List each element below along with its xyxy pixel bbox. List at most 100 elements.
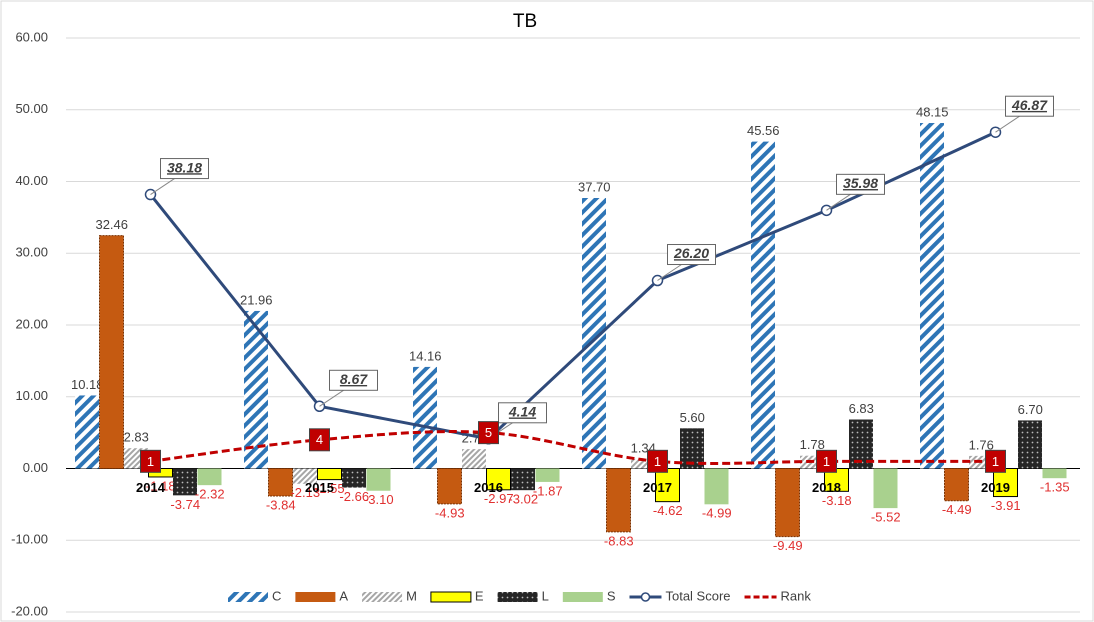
data-label: -2.66 [339,489,369,504]
legend-swatch [228,592,268,602]
data-label: -3.74 [170,497,200,512]
rank-marker [816,449,837,473]
bar [317,468,342,481]
data-label: 1 [823,454,830,469]
legend-swatch [430,591,472,603]
y-tick-label: 60.00 [15,29,48,44]
legend-swatch [497,592,538,602]
data-label: 5 [485,425,492,440]
x-tick-label: 2014 [136,480,166,495]
x-tick-label: 2018 [812,480,841,495]
legend-label: E [475,588,484,603]
label-box [667,244,716,266]
bar [293,468,317,484]
bar [437,468,462,505]
bar [173,468,197,496]
data-label: 1 [654,454,661,469]
data-label: -3.91 [991,498,1021,513]
data-label: 5.60 [680,410,705,425]
legend-label: S [607,588,616,603]
legend-label: Rank [781,588,812,603]
y-tick-label: 10.00 [15,388,48,403]
bar [197,468,222,486]
data-label: -1.55 [315,481,345,496]
legend-swatch [295,592,336,602]
rank-marker [647,449,668,473]
data-label: -1.35 [1040,480,1070,495]
data-label: 46.87 [1011,97,1048,113]
data-label: -2.32 [195,487,225,502]
data-label: 1.78 [800,437,825,452]
bar [1042,468,1067,479]
data-label: 6.70 [1018,402,1043,417]
legend-swatch [562,592,603,602]
data-label: 8.67 [340,371,368,387]
bar [535,468,560,482]
bar [366,468,391,491]
data-label: -2.97 [484,491,514,506]
bar [704,468,729,505]
x-tick-label: 2015 [305,480,334,495]
legend-swatch [640,592,651,602]
legend-label: A [339,588,348,603]
data-label: -4.49 [942,502,972,517]
data-label: -5.52 [871,510,901,525]
y-tick-label: 20.00 [15,316,48,331]
bar [342,468,366,488]
label-box [836,173,885,195]
leader [150,178,175,195]
data-label: -4.99 [702,506,732,521]
data-label: 6.83 [849,401,874,416]
y-tick-label: 0.00 [23,460,48,475]
data-label: 35.98 [843,175,878,191]
bar [511,468,535,491]
data-label: 26.20 [673,245,709,261]
legend-swatch [362,592,403,602]
data-label: 4 [316,432,323,447]
label-box [498,402,547,424]
data-label: -1.87 [533,483,563,498]
label-box [160,158,209,180]
x-tick-label: 2016 [474,480,503,495]
data-label: 48.15 [916,104,949,119]
rank-marker [309,428,330,452]
y-tick-label: -10.00 [11,532,48,547]
label-box [1005,95,1054,117]
data-label: 10.18 [71,377,104,392]
data-label: 1 [147,454,154,469]
y-tick-label: 40.00 [15,173,48,188]
label-box [329,369,378,391]
data-label: -3.10 [364,492,394,507]
data-label: 14.16 [409,348,442,363]
data-label: -3.18 [822,493,852,508]
data-label: -9.49 [773,538,803,553]
x-tick-label: 2019 [981,480,1010,495]
bar [873,468,898,509]
data-label: 45.56 [747,123,780,138]
bar [1018,420,1042,469]
bar [631,458,655,469]
bar [655,468,680,503]
data-label: -3.02 [508,492,538,507]
chart-title: TB [513,11,537,32]
data-label: 21.96 [240,292,273,307]
data-label: -4.93 [435,505,465,520]
y-tick-label: -20.00 [11,603,48,618]
legend-label: L [542,588,549,603]
bar [462,449,486,469]
bar [486,468,511,491]
bar [775,468,800,538]
data-label: 1 [992,454,999,469]
bar [920,123,944,469]
data-label: 38.18 [167,159,202,175]
data-label: 32.46 [95,217,128,232]
data-label: -2.13 [290,485,320,500]
rank-marker [478,421,499,445]
bar [944,468,969,502]
legend-label: M [406,588,417,603]
y-tick-label: 50.00 [15,101,48,116]
x-tick-label: 2017 [643,480,672,495]
legend-label: C [272,588,281,603]
